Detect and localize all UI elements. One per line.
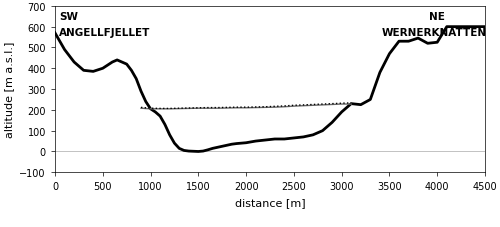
X-axis label: distance [m]: distance [m] [234,197,306,207]
Text: SW: SW [60,12,78,22]
Text: WERNERKNATTEN: WERNERKNATTEN [382,28,487,38]
Text: NE: NE [429,12,445,22]
Text: ANGELLFJELLET: ANGELLFJELLET [60,28,150,38]
Y-axis label: altitude [m a.s.l.]: altitude [m a.s.l.] [4,42,14,138]
